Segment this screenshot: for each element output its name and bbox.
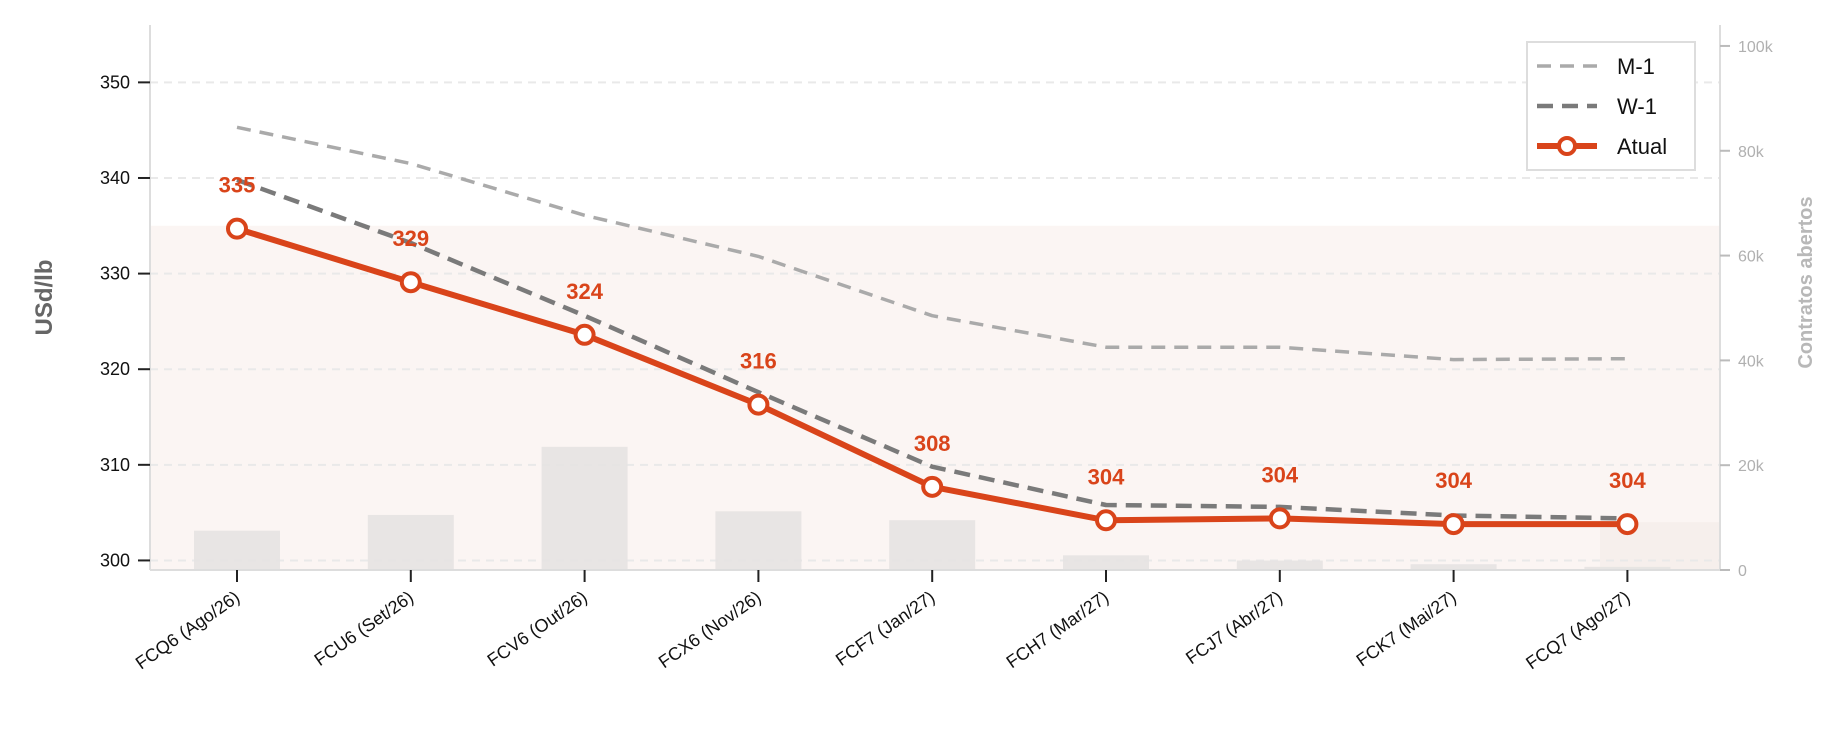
y-tick-label: 320: [100, 359, 130, 379]
data-point: [1268, 507, 1291, 530]
data-point: [1616, 513, 1639, 536]
legend-label: M-1: [1617, 54, 1655, 79]
data-label: 304: [1435, 468, 1472, 493]
data-label: 324: [566, 279, 603, 304]
legend-marker: [1557, 136, 1577, 156]
x-tick-label: FCV6 (Out/26): [484, 587, 591, 671]
open-interest-bar: [715, 511, 802, 570]
series-line: [236, 177, 1628, 521]
data-point: [1442, 513, 1465, 536]
data-label: 316: [740, 349, 777, 374]
data-point: [226, 217, 248, 240]
legend-item: M-1: [1537, 54, 1655, 79]
x-axis-ticks: FCQ6 (Ago/26) FCU6 (Set/26) FCV6 (Out/26) F…: [132, 570, 1634, 673]
y-tick-label: 330: [100, 264, 130, 284]
y-tick-label: 300: [100, 550, 130, 570]
y-axis-title: USd/lb: [31, 260, 58, 336]
data-label: 304: [1088, 464, 1125, 489]
open-interest-bar: [541, 446, 628, 570]
open-interest-bar: [1584, 566, 1671, 570]
data-label: 329: [392, 226, 429, 251]
y2-tick-label: 80k: [1738, 144, 1765, 161]
y2-tick-label: 60k: [1738, 249, 1765, 266]
x-tick-label: FCQ6 (Ago/26): [132, 587, 243, 673]
x-tick-label: FCU6 (Set/26): [311, 587, 418, 670]
y2-axis-title: Contratos abertos: [1795, 196, 1817, 368]
y2-tick-label: 0: [1738, 563, 1747, 580]
y2-tick-label: 40k: [1738, 353, 1765, 370]
y2-axis-ticks: 0 20k 40k 60k 80k 100k: [1720, 39, 1774, 580]
y-tick-label: 340: [100, 168, 130, 188]
series-line: [236, 125, 1628, 362]
data-point: [1095, 509, 1117, 532]
series-atual: 335 329 324 316 308 304 304 304 304: [219, 173, 1647, 536]
data-point: [399, 271, 422, 294]
x-tick-label: FCF7 (Jan/27): [832, 587, 939, 670]
x-tick-label: FCJ7 (Abr/27): [1182, 587, 1286, 668]
open-interest-bar: [194, 530, 280, 570]
data-point: [921, 475, 944, 498]
legend-item: W-1: [1537, 94, 1657, 119]
data-label: 335: [219, 173, 256, 198]
legend-label: W-1: [1617, 94, 1657, 119]
data-label: 304: [1261, 462, 1298, 487]
open-interest-bar: [1410, 564, 1497, 570]
y-tick-label: 350: [100, 72, 130, 92]
open-interest-bars: [194, 446, 1671, 570]
open-interest-bar: [1236, 560, 1323, 570]
y2-tick-label: 20k: [1738, 458, 1765, 475]
open-interest-bar: [1063, 555, 1149, 570]
open-interest-bar: [889, 520, 976, 570]
x-tick-label: FCQ7 (Ago/27): [1522, 587, 1633, 673]
data-point: [573, 323, 596, 346]
legend-item: Atual: [1537, 134, 1667, 159]
y-tick-label: 310: [100, 455, 130, 475]
series-w-1: [236, 177, 1628, 521]
x-tick-label: FCK7 (Mai/27): [1353, 587, 1460, 671]
series-m-1: [236, 125, 1628, 362]
data-label: 308: [914, 431, 951, 456]
open-interest-bar: [367, 514, 454, 570]
legend: M-1 W-1 Atual: [1526, 41, 1696, 171]
legend-label: Atual: [1617, 134, 1667, 159]
x-tick-label: FCX6 (Nov/26): [655, 587, 765, 672]
y2-tick-label: 100k: [1738, 39, 1774, 56]
data-point: [747, 393, 770, 416]
data-label: 304: [1609, 468, 1646, 493]
y-axis-ticks: 300 310 320 330 340 350: [100, 72, 150, 570]
x-tick-label: FCH7 (Mar/27): [1003, 587, 1113, 672]
